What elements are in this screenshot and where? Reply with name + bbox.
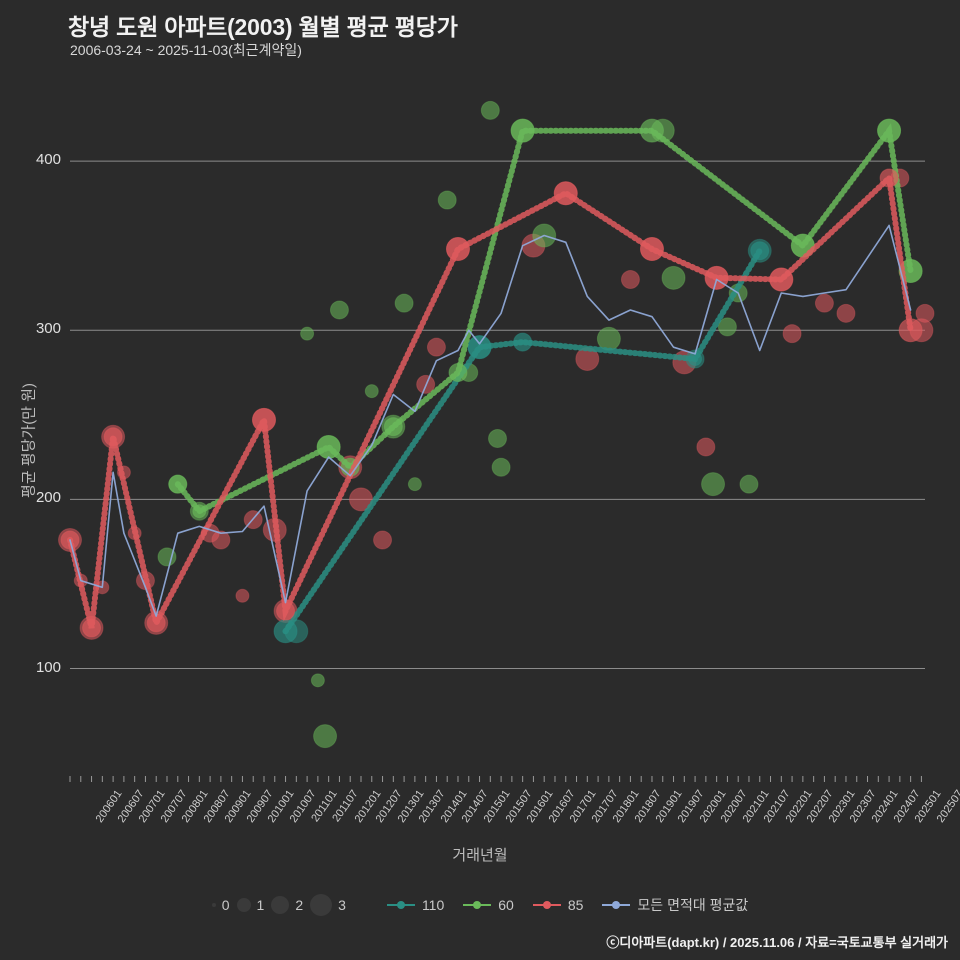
series-line-average [69,224,912,617]
size-legend-label: 2 [295,897,304,913]
scatter-point [426,337,446,357]
scatter-point [348,487,373,512]
x-tick-marks [69,776,922,782]
y-tick-label: 100 [35,658,61,676]
series-marker [82,618,102,638]
series-marker [639,118,664,143]
scatter-point [915,303,935,323]
size-legend-item: 3 [310,894,346,916]
series-lines-layer [60,118,923,644]
y-tick-label: 200 [35,489,61,507]
chart-subtitle: 2006-03-24 ~ 2025-11-03(최근계약일) [70,42,302,58]
size-legend-item: 2 [271,896,303,914]
y-axis-title: 평균 평당가(만 원) [20,383,38,498]
size-legend-item: 0 [211,897,230,913]
series-marker [704,265,729,290]
scatter-point [782,324,802,344]
series-marker [168,474,188,494]
series-marker [192,504,207,519]
size-legend-label: 0 [221,897,230,913]
size-legend-bubble-icon [236,898,251,912]
size-legend-bubble-icon [211,903,216,907]
gridlines [70,160,925,670]
size-legend-label: 3 [338,897,346,913]
scatter-point [235,588,250,603]
scatter-point [364,384,379,399]
series-marker [879,168,899,188]
size-legend-label: 1 [256,897,265,913]
legend-label: 60 [498,897,514,913]
series-marker [553,181,578,206]
scatter-point [313,724,338,749]
size-legend-bubble-icon [271,896,290,914]
legend-item-60[interactable]: 60 [462,897,514,913]
series-marker [251,407,276,432]
scatter-point [373,530,393,550]
series-marker [639,237,664,262]
scatter-point [407,477,422,492]
scatter-point [491,457,511,477]
scatter-point [739,474,759,494]
legend-label: 모든 면적대 평균값 [637,897,749,913]
scatter-point [701,472,726,497]
scatter-point [394,293,414,313]
footer-credit: ⓒ디아파트(dapt.kr) / 2025.11.06 / 자료=국토교통부 실… [606,935,948,950]
scatter-layer [58,100,935,749]
legend-item-85[interactable]: 85 [532,897,584,913]
legend-label: 85 [567,897,584,913]
scatter-point [661,265,686,290]
scatter-point [310,673,325,688]
scatter-point [488,428,507,448]
legend-item-110[interactable]: 110 [386,897,444,913]
size-legend-bubble-icon [310,894,333,916]
series-marker [769,267,794,292]
y-tick-label: 400 [35,151,61,169]
scatter-point [437,190,457,210]
series-dotted-line [174,123,914,515]
legend-swatch-icon [386,901,415,909]
scatter-point [620,270,640,290]
scatter-point [211,530,231,550]
series-marker [513,332,533,352]
size-legend: 0 1 2 3 [211,894,346,916]
series-marker [750,241,770,261]
scatter-point [814,293,834,313]
scatter-point [480,100,500,120]
scatter-point [696,437,716,457]
scatter-point [717,317,737,337]
series-marker [316,434,341,459]
legend-label: 110 [421,897,445,913]
scatter-point [329,300,349,320]
scatter-point [300,326,315,341]
scatter-point [157,547,177,567]
series-marker [445,237,470,262]
legend-swatch-icon [463,901,492,909]
scatter-point [836,303,856,323]
chart-legend: 0 1 2 3 110 60 85 모든 면적대 평균값 [0,888,960,922]
size-legend-item: 1 [236,897,265,913]
legend-swatch-icon [602,901,631,909]
legend-swatch-icon [532,901,561,909]
series-marker [448,363,468,383]
series-legend: 110 60 85 모든 면적대 평균값 [386,895,748,915]
legend-item-average[interactable]: 모든 면적대 평균값 [601,895,748,915]
series-marker [898,318,923,343]
series-dotted-line [282,247,763,635]
series-marker [510,118,535,143]
series-marker [103,427,123,447]
y-tick-label: 300 [35,320,61,338]
x-axis-title: 거래년월 [452,847,508,864]
series-marker [276,601,296,621]
series-marker [273,619,298,644]
series-marker [467,335,492,360]
page-title: 창녕 도원 아파트(2003) 월별 평균 평당가 [68,14,458,40]
series-marker [383,417,403,437]
series-marker [877,118,902,143]
